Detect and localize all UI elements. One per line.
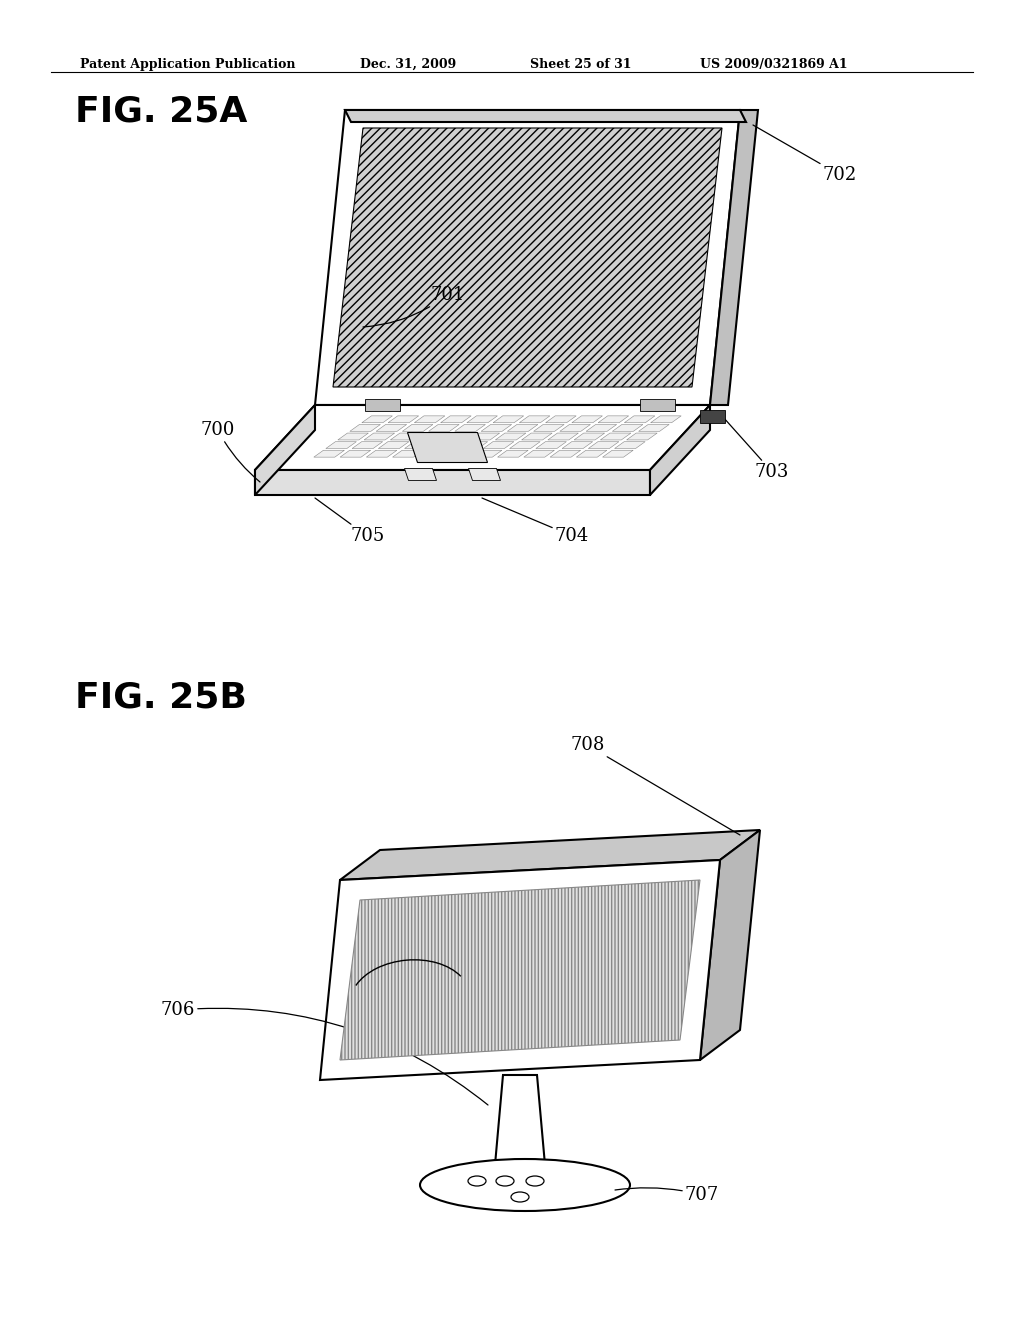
Polygon shape	[496, 433, 526, 440]
Text: 702: 702	[753, 125, 857, 183]
Polygon shape	[495, 1074, 545, 1166]
Polygon shape	[404, 442, 435, 449]
Polygon shape	[402, 425, 433, 432]
Polygon shape	[378, 442, 409, 449]
Text: 700: 700	[201, 421, 260, 482]
Polygon shape	[350, 425, 381, 432]
Polygon shape	[404, 469, 436, 480]
Text: 707: 707	[615, 1185, 719, 1204]
Polygon shape	[560, 425, 591, 432]
Polygon shape	[340, 830, 760, 880]
Polygon shape	[340, 450, 371, 457]
Polygon shape	[494, 416, 523, 422]
Polygon shape	[498, 450, 528, 457]
Polygon shape	[440, 416, 471, 422]
Polygon shape	[352, 442, 383, 449]
Polygon shape	[510, 442, 541, 449]
Polygon shape	[614, 442, 645, 449]
Text: FIG. 25B: FIG. 25B	[75, 680, 247, 714]
Polygon shape	[534, 425, 564, 432]
Polygon shape	[429, 425, 459, 432]
Polygon shape	[340, 880, 700, 1060]
Polygon shape	[571, 416, 602, 422]
Polygon shape	[700, 830, 760, 1060]
Polygon shape	[546, 416, 577, 422]
Polygon shape	[710, 110, 758, 405]
Polygon shape	[417, 433, 447, 440]
Polygon shape	[376, 425, 407, 432]
Polygon shape	[548, 433, 579, 440]
Text: 708: 708	[570, 737, 740, 836]
Polygon shape	[524, 450, 554, 457]
Polygon shape	[326, 442, 356, 449]
Ellipse shape	[496, 1176, 514, 1185]
Polygon shape	[415, 416, 444, 422]
Polygon shape	[442, 433, 473, 440]
Polygon shape	[445, 450, 476, 457]
Text: FIG. 25A: FIG. 25A	[75, 95, 248, 129]
Polygon shape	[455, 425, 485, 432]
Polygon shape	[457, 442, 487, 449]
Polygon shape	[361, 416, 392, 422]
Polygon shape	[365, 399, 400, 411]
Polygon shape	[469, 469, 501, 480]
Polygon shape	[388, 416, 419, 422]
Text: Patent Application Publication: Patent Application Publication	[80, 58, 296, 71]
Text: 701: 701	[362, 286, 464, 327]
Polygon shape	[419, 450, 450, 457]
Polygon shape	[639, 425, 669, 432]
Polygon shape	[586, 425, 616, 432]
Polygon shape	[640, 399, 675, 411]
Polygon shape	[700, 409, 725, 422]
Polygon shape	[392, 450, 423, 457]
Polygon shape	[650, 416, 681, 422]
Polygon shape	[519, 416, 550, 422]
Polygon shape	[431, 442, 462, 449]
Polygon shape	[625, 416, 655, 422]
Ellipse shape	[526, 1176, 544, 1185]
Ellipse shape	[468, 1176, 486, 1185]
Polygon shape	[650, 405, 710, 495]
Text: 705: 705	[315, 498, 384, 545]
Polygon shape	[600, 433, 631, 440]
Text: US 2009/0321869 A1: US 2009/0321869 A1	[700, 58, 848, 71]
Polygon shape	[550, 450, 581, 457]
Polygon shape	[319, 861, 720, 1080]
Polygon shape	[483, 442, 514, 449]
Polygon shape	[338, 433, 369, 440]
Text: 703: 703	[723, 417, 790, 480]
Text: Sheet 25 of 31: Sheet 25 of 31	[530, 58, 632, 71]
Ellipse shape	[511, 1192, 529, 1203]
Polygon shape	[577, 450, 607, 457]
Polygon shape	[255, 405, 710, 470]
Polygon shape	[589, 442, 618, 449]
Polygon shape	[598, 416, 629, 422]
Polygon shape	[612, 425, 643, 432]
Text: 706: 706	[161, 1001, 488, 1105]
Polygon shape	[390, 433, 421, 440]
Polygon shape	[255, 405, 315, 495]
Polygon shape	[521, 433, 552, 440]
Polygon shape	[365, 433, 394, 440]
Polygon shape	[315, 110, 740, 405]
Polygon shape	[467, 416, 498, 422]
Text: 704: 704	[482, 498, 589, 545]
Polygon shape	[507, 425, 538, 432]
Polygon shape	[367, 450, 397, 457]
Polygon shape	[255, 470, 650, 495]
Ellipse shape	[420, 1159, 630, 1210]
Polygon shape	[333, 128, 722, 387]
Polygon shape	[602, 450, 633, 457]
Polygon shape	[481, 425, 512, 432]
Polygon shape	[313, 450, 344, 457]
Polygon shape	[536, 442, 566, 449]
Text: Dec. 31, 2009: Dec. 31, 2009	[360, 58, 457, 71]
Polygon shape	[469, 433, 500, 440]
Polygon shape	[562, 442, 593, 449]
Polygon shape	[345, 110, 746, 121]
Polygon shape	[627, 433, 657, 440]
Polygon shape	[471, 450, 502, 457]
Polygon shape	[408, 433, 487, 462]
Polygon shape	[574, 433, 605, 440]
